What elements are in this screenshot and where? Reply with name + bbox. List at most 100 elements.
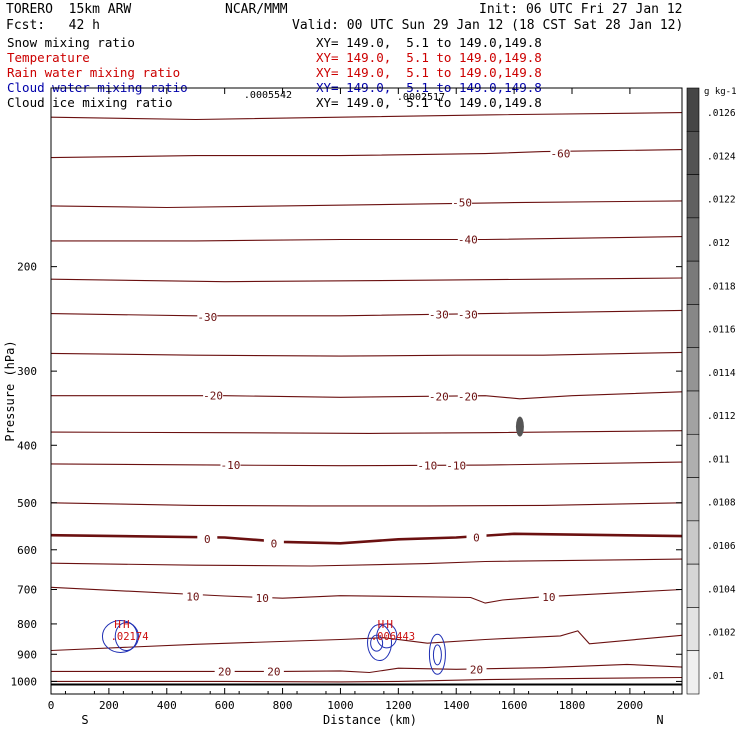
temperature-label-bg	[446, 458, 467, 472]
y-tick-label: 700	[17, 584, 37, 597]
colorbar-tick-label: .0112	[707, 411, 736, 422]
forecast-hour: Fcst: 42 h	[6, 18, 100, 33]
temperature-label-bg	[197, 309, 218, 323]
rain-max-marker: H	[378, 618, 385, 631]
colorbar-unit: g kg-1	[704, 87, 737, 97]
colorbar-tick-label: .0104	[707, 584, 736, 595]
temperature-label-bg	[428, 389, 449, 403]
y-tick-label: 800	[17, 618, 37, 631]
temperature-contour	[51, 200, 682, 209]
colorbar-tick-label: .0116	[707, 325, 736, 336]
temperature-contour	[51, 309, 682, 317]
colorbar-tick-label: .0102	[707, 628, 736, 639]
institution: NCAR/MMM	[225, 2, 288, 17]
cloud-water-contour	[376, 623, 398, 649]
temperature-label-bg	[263, 536, 284, 550]
cloud-water-contour	[114, 621, 138, 651]
y-tick-label: 600	[17, 544, 37, 557]
temperature-label: 10	[186, 590, 199, 603]
temperature-contour	[51, 532, 682, 545]
colorbar-cell	[686, 217, 700, 262]
rain-max-marker: H	[114, 618, 121, 631]
temperature-label: -60	[550, 148, 570, 161]
temperature-label: -50	[452, 197, 472, 210]
north-label: N	[656, 713, 663, 727]
temperature-label-bg	[220, 458, 241, 472]
temperature-contour	[51, 391, 682, 400]
colorbar-tick-label: .0114	[707, 368, 736, 379]
temperature-label-bg	[263, 664, 284, 678]
colorbar-tick-label: .011	[707, 454, 730, 465]
colorbar-cell	[686, 304, 700, 349]
temperature-label: 20	[470, 663, 483, 676]
init-time: Init: 06 UTC Fri 27 Jan 12	[479, 2, 683, 17]
y-axis-title: Pressure (hPa)	[3, 340, 17, 441]
colorbar-cell	[686, 390, 700, 435]
temperature-label-bg	[428, 307, 449, 321]
cloud-water-contour	[367, 624, 393, 662]
temperature-label-bg	[452, 195, 473, 209]
x-tick-label: 200	[99, 699, 119, 712]
x-tick-label: 2000	[617, 699, 644, 712]
temperature-label-bg	[214, 664, 235, 678]
temperature-label-bg	[538, 589, 559, 603]
ice-max-annotation: .0002517	[397, 92, 445, 103]
temperature-contour	[51, 112, 682, 121]
colorbar-tick-label: .01	[707, 671, 724, 682]
temperature-label-bg	[417, 458, 438, 472]
colorbar-cell	[686, 433, 700, 478]
temperature-label: -40	[458, 233, 478, 246]
cloud-water-contour	[432, 644, 442, 666]
y-tick-label: 200	[17, 261, 37, 274]
model-name: TORERO 15km ARW	[6, 2, 132, 17]
temperature-contour	[51, 236, 682, 242]
colorbar-tick-label: .012	[707, 238, 730, 249]
temperature-label: -20	[429, 390, 449, 403]
temperature-contour	[51, 277, 682, 283]
temperature-label: 20	[218, 665, 231, 678]
x-tick-label: 0	[48, 699, 55, 712]
temperature-label: -30	[429, 309, 449, 322]
temperature-label-bg	[197, 531, 218, 545]
plot-area	[51, 112, 682, 686]
temperature-label-bg	[252, 591, 273, 605]
colorbar-cell	[686, 607, 700, 652]
colorbar-cell	[686, 650, 700, 695]
y-tick-label: 1000	[11, 675, 38, 688]
colorbar-cell	[686, 87, 700, 132]
x-tick-label: 400	[157, 699, 177, 712]
temperature-label: -10	[221, 459, 241, 472]
valid-time: Valid: 00 UTC Sun 29 Jan 12 (18 CST Sat …	[292, 18, 684, 33]
temperature-contour	[51, 351, 682, 357]
x-tick-label: 1000	[327, 699, 354, 712]
rain-max-marker: H	[123, 618, 130, 631]
colorbar-cell	[686, 563, 700, 608]
colorbar-cell	[686, 347, 700, 392]
colorbar-tick-label: .0122	[707, 195, 736, 206]
legend-label: Rain water mixing ratio	[7, 65, 181, 80]
y-tick-label: 500	[17, 497, 37, 510]
rain-max-value: .006443	[371, 631, 415, 643]
temperature-label: 10	[256, 592, 269, 605]
x-tick-label: 800	[273, 699, 293, 712]
cloud-water-contour	[428, 633, 446, 675]
temperature-label-bg	[457, 389, 478, 403]
colorbar-tick-label: .0124	[707, 151, 736, 162]
temperature-label: -10	[417, 460, 437, 473]
x-tick-label: 1800	[559, 699, 586, 712]
temperature-label: -20	[203, 390, 223, 403]
temperature-contour	[51, 586, 682, 604]
temperature-label-bg	[550, 146, 571, 160]
rain-max-marker: H	[386, 618, 393, 631]
rain-max-value: .02174	[111, 631, 149, 643]
legend-label: Cloud ice mixing ratio	[7, 95, 173, 110]
x-tick-label: 1200	[385, 699, 412, 712]
colorbar-cell	[686, 130, 700, 175]
y-tick-label: 300	[17, 365, 37, 378]
south-label: S	[81, 713, 88, 727]
legend-xy: XY= 149.0, 5.1 to 149.0,149.8	[316, 65, 542, 80]
temperature-label-bg	[457, 232, 478, 246]
temperature-label-bg	[203, 388, 224, 402]
colorbar-cell	[686, 477, 700, 522]
temperature-label-bg	[457, 307, 478, 321]
